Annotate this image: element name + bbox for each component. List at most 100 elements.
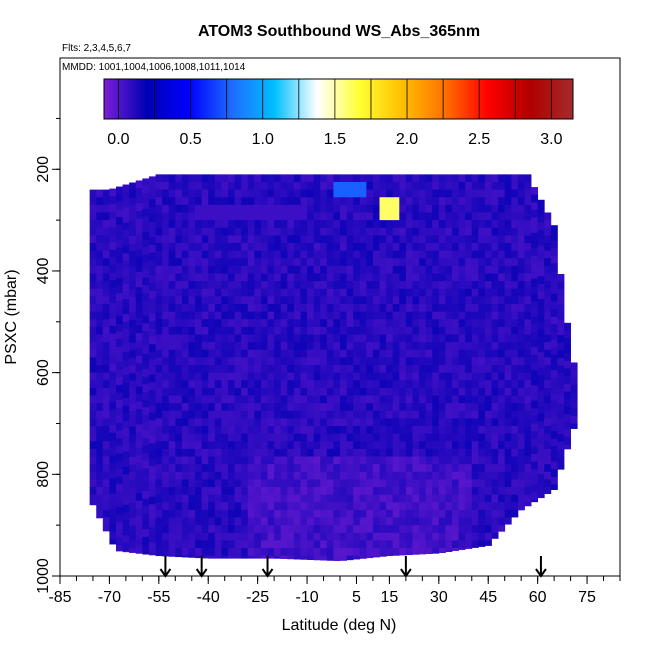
curtain-cell xyxy=(419,174,427,183)
curtain-cell xyxy=(201,357,209,366)
curtain-cell xyxy=(346,220,354,229)
curtain-cell xyxy=(445,509,453,518)
flight-arrow-head xyxy=(261,568,274,578)
curtain-cell xyxy=(484,502,492,511)
curtain-cell xyxy=(511,487,519,496)
curtain-cell xyxy=(247,334,255,343)
curtain-cell xyxy=(221,555,229,559)
curtain-cell xyxy=(392,525,400,534)
curtain-cell xyxy=(484,494,492,503)
curtain-cell xyxy=(524,487,532,496)
curtain-cell xyxy=(234,189,242,198)
curtain-cell xyxy=(116,522,123,531)
curtain-cell xyxy=(537,207,545,216)
curtain-cell xyxy=(386,304,394,313)
curtain-cell xyxy=(313,448,321,457)
curtain-cell xyxy=(96,471,104,480)
curtain-cell xyxy=(432,304,440,313)
curtain-cell xyxy=(425,395,433,404)
curtain-cell xyxy=(386,273,394,282)
curtain-cell xyxy=(359,235,367,244)
curtain-cell xyxy=(168,464,176,473)
curtain-cell xyxy=(247,517,255,526)
curtain-cell xyxy=(419,326,427,335)
curtain-cell xyxy=(214,365,222,374)
curtain-cell xyxy=(89,403,97,412)
curtain-cell xyxy=(260,456,268,465)
curtain-cell xyxy=(320,456,328,465)
curtain-cell xyxy=(340,281,347,290)
curtain-cell xyxy=(379,342,387,351)
curtain-cell xyxy=(214,204,222,213)
curtain-cell xyxy=(129,418,137,427)
curtain-cell xyxy=(419,403,427,412)
curtain-cell xyxy=(353,235,361,244)
curtain-cell xyxy=(386,502,394,511)
curtain-cell xyxy=(129,243,137,252)
curtain-cell xyxy=(405,235,413,244)
curtain-cell xyxy=(162,517,170,526)
curtain-cell xyxy=(504,204,512,213)
curtain-cell xyxy=(234,342,242,351)
curtain-cell xyxy=(405,509,413,518)
curtain-cell xyxy=(353,426,361,435)
curtain-cell xyxy=(405,456,413,465)
curtain-cell xyxy=(399,357,407,366)
curtain-cell xyxy=(228,387,235,396)
curtain-cell xyxy=(340,441,347,450)
curtain-cell xyxy=(155,418,163,427)
curtain-cell xyxy=(346,380,354,389)
curtain-cell xyxy=(432,433,440,442)
curtain-cell xyxy=(478,227,486,236)
curtain-cell xyxy=(326,342,334,351)
curtain-cell xyxy=(293,212,301,221)
curtain-cell xyxy=(102,464,110,473)
curtain-cell xyxy=(379,273,387,282)
curtain-cell xyxy=(260,258,268,267)
curtain-cell xyxy=(379,540,387,549)
curtain-cell xyxy=(333,418,341,427)
curtain-cell xyxy=(260,517,268,526)
curtain-cell xyxy=(287,235,295,244)
curtain-cell xyxy=(122,276,130,285)
curtain-cell xyxy=(195,395,203,404)
curtain-cell xyxy=(399,273,407,282)
curtain-cell xyxy=(122,405,130,414)
curtain-cell xyxy=(425,426,433,435)
curtain-cell xyxy=(313,479,321,488)
curtain-cell xyxy=(116,453,123,462)
curtain-cell xyxy=(155,326,163,335)
curtain-cell xyxy=(386,380,394,389)
curtain-cell xyxy=(208,509,216,518)
curtain-cell xyxy=(287,189,295,198)
curtain-cell xyxy=(280,525,288,534)
curtain-cell xyxy=(372,250,380,259)
curtain-cell xyxy=(300,540,308,549)
curtain-cell xyxy=(267,174,275,183)
curtain-cell xyxy=(148,351,156,360)
curtain-cell xyxy=(129,197,137,206)
curtain-cell xyxy=(386,494,394,503)
curtain-cell xyxy=(366,212,374,221)
curtain-cell xyxy=(155,342,163,351)
curtain-cell xyxy=(148,267,156,276)
curtain-cell xyxy=(241,418,249,427)
curtain-cell xyxy=(135,363,143,372)
curtain-cell xyxy=(162,342,170,351)
curtain-cell xyxy=(89,349,97,358)
curtain-cell xyxy=(498,311,506,320)
curtain-cell xyxy=(524,494,532,503)
curtain-cell xyxy=(307,197,315,206)
curtain-cell xyxy=(537,245,545,254)
curtain-cell xyxy=(260,548,268,557)
curtain-cell xyxy=(293,265,301,274)
curtain-cell xyxy=(267,372,275,381)
curtain-cell xyxy=(366,281,374,290)
curtain-cell xyxy=(135,355,143,364)
curtain-cell xyxy=(564,360,571,369)
curtain-cell xyxy=(392,235,400,244)
curtain-cell xyxy=(346,426,354,435)
curtain-cell xyxy=(241,540,249,549)
curtain-cell xyxy=(300,342,308,351)
curtain-cell xyxy=(307,387,315,396)
